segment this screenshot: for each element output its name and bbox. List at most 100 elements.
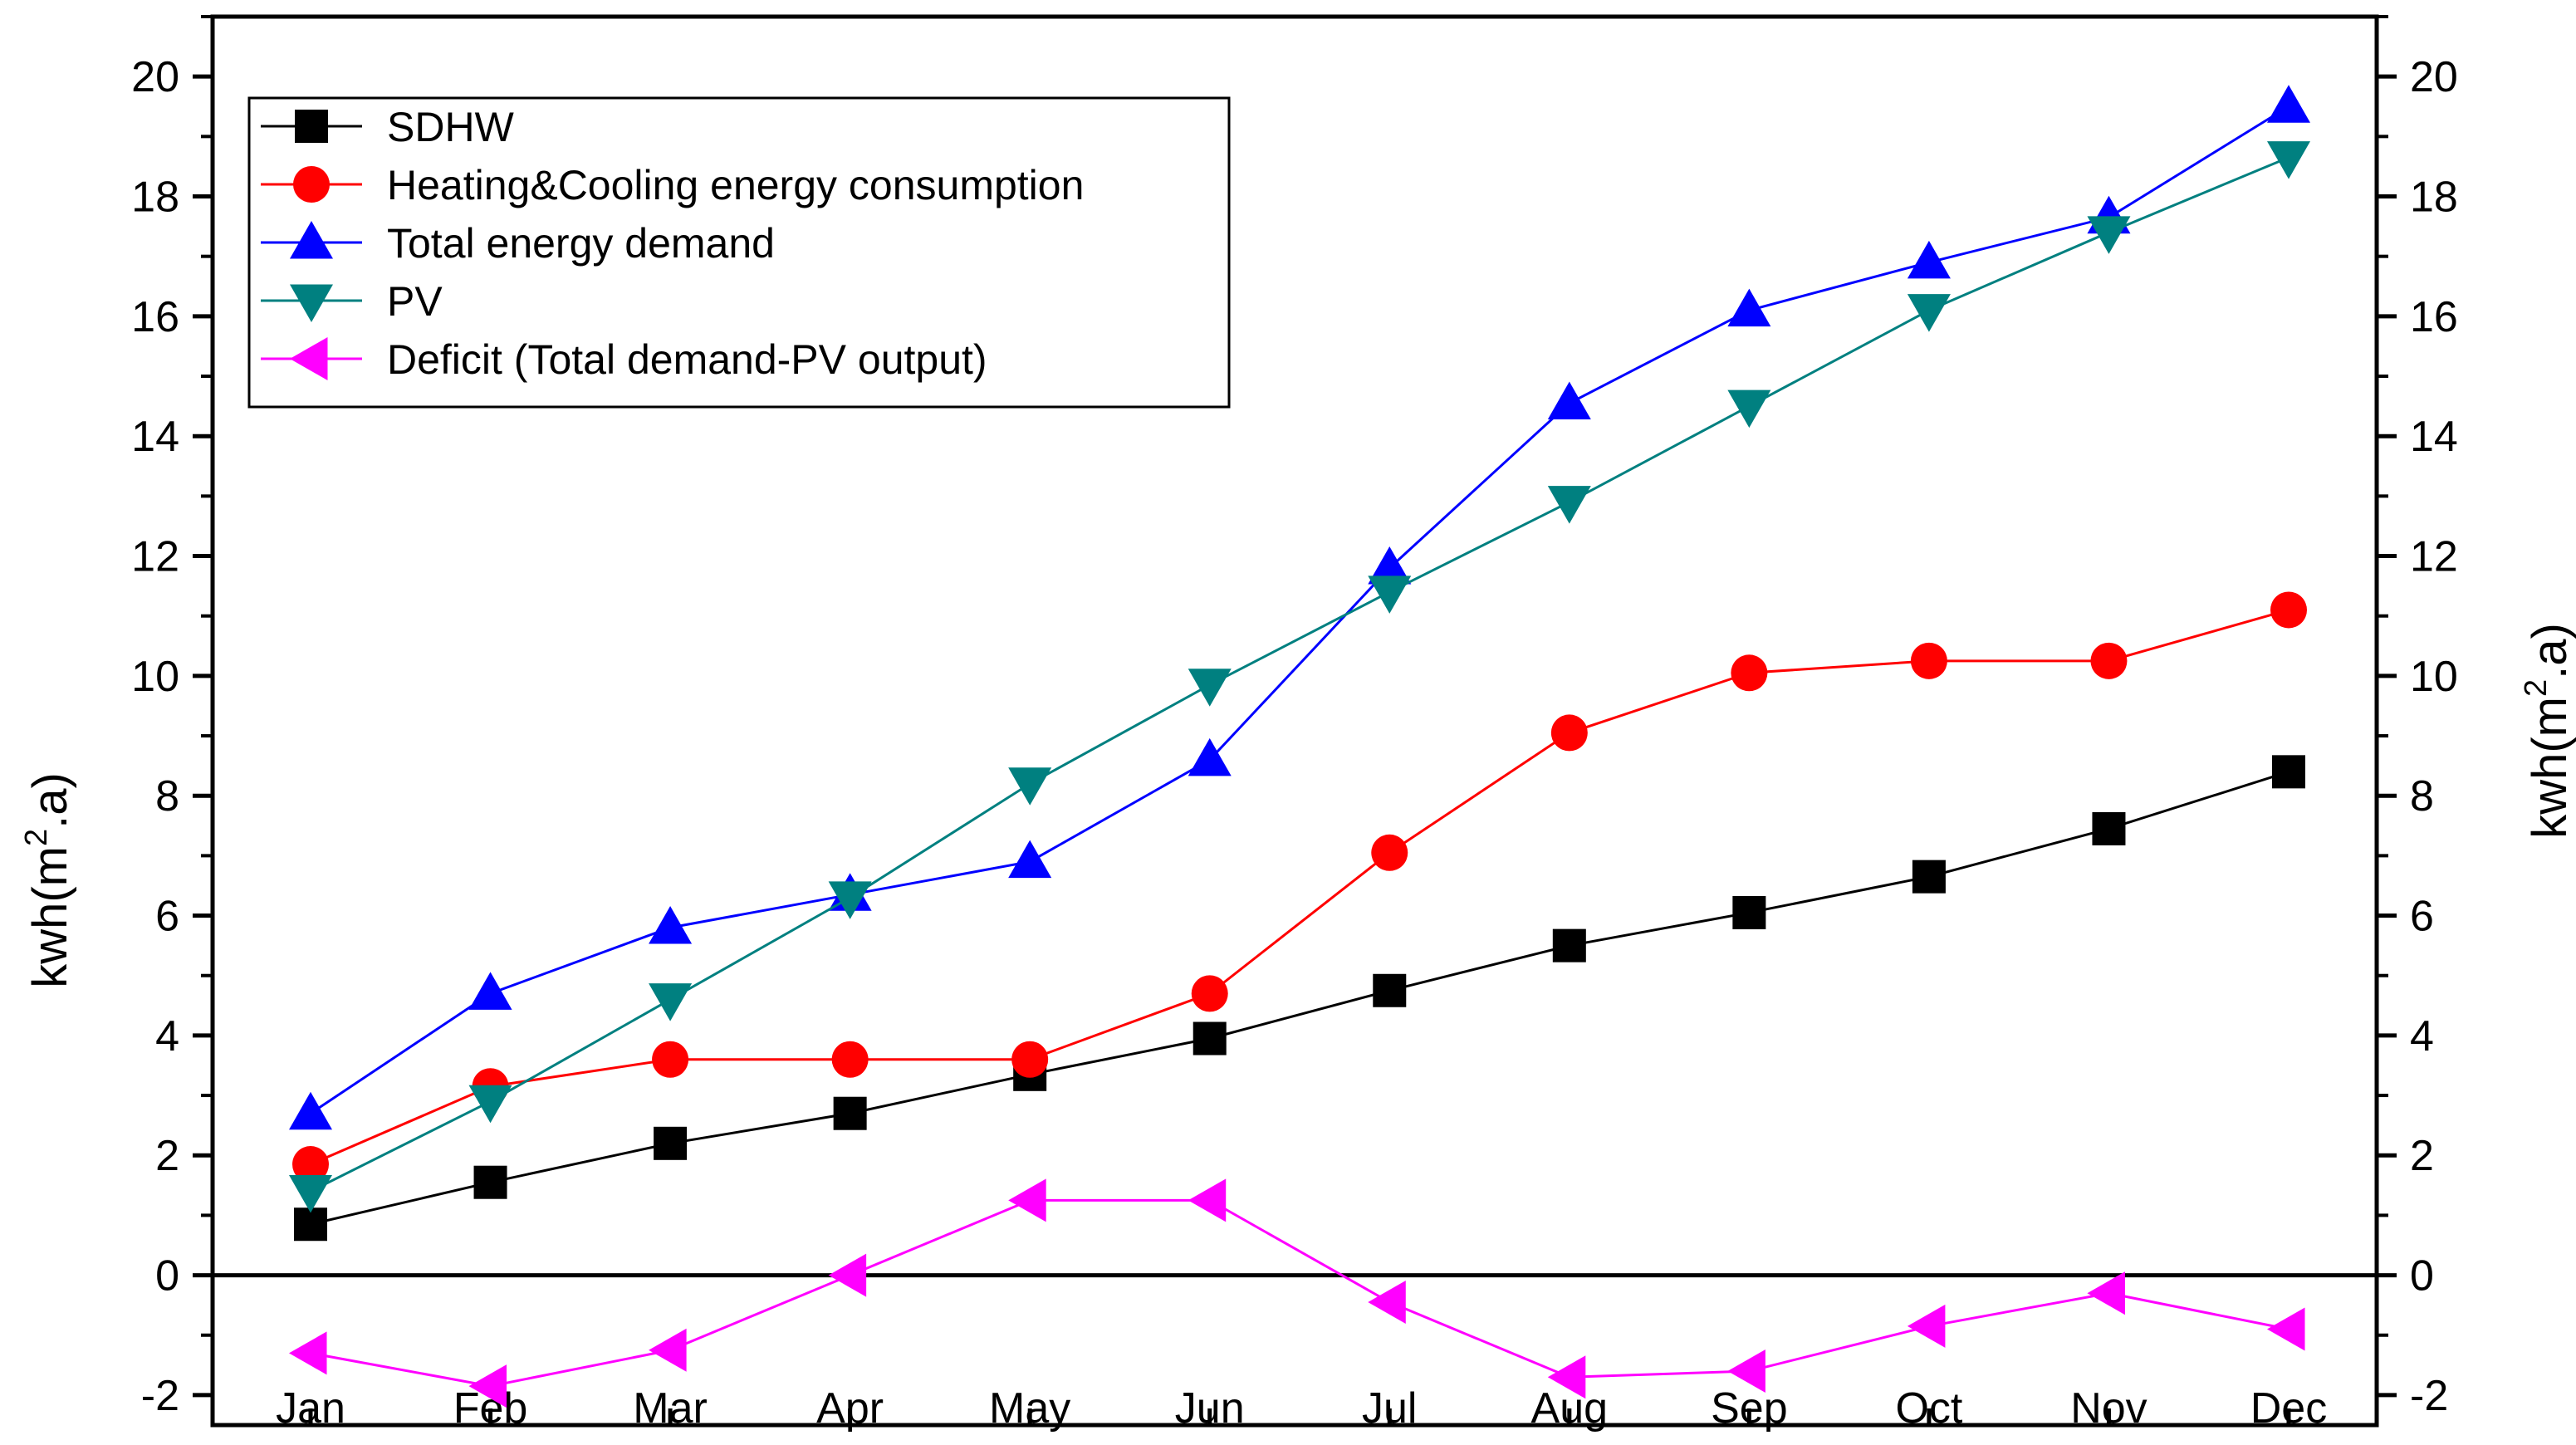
series-line-3 xyxy=(310,105,2290,1114)
data-point xyxy=(1368,546,1412,585)
legend-label: Total energy demand xyxy=(387,220,775,267)
data-point xyxy=(1188,1178,1227,1222)
y-tick-label-left: 18 xyxy=(131,174,179,222)
y-tick-label-left: 6 xyxy=(155,893,179,941)
x-tick-label: Sep xyxy=(1711,1384,1788,1433)
y-tick-label-right: 18 xyxy=(2410,174,2458,222)
data-point xyxy=(1907,240,1951,279)
data-point xyxy=(1907,294,1951,332)
y-tick-label-left: -2 xyxy=(141,1372,179,1420)
x-tick-label: Nov xyxy=(2070,1384,2147,1433)
legend-label: Heating&Cooling energy consumption xyxy=(387,162,1084,208)
data-point xyxy=(1912,860,1946,894)
data-point xyxy=(1552,928,1586,963)
x-tick-label: Mar xyxy=(633,1384,708,1433)
series-line-4 xyxy=(310,156,2290,1193)
y-tick-label-left: 10 xyxy=(131,653,179,701)
data-point xyxy=(468,1085,512,1124)
series-layer xyxy=(289,85,2310,1408)
data-point xyxy=(289,1091,332,1130)
y-tick-label-left: 14 xyxy=(131,413,179,461)
data-point xyxy=(2087,1271,2125,1315)
data-point xyxy=(1191,975,1228,1012)
data-point xyxy=(292,1146,329,1183)
y-tick-label-left: 12 xyxy=(131,533,179,581)
y-axis-title-left: kwh(m2.a) xyxy=(19,772,77,988)
x-tick-label: May xyxy=(989,1384,1070,1433)
x-tick-label: Jun xyxy=(1175,1384,1245,1433)
data-point xyxy=(1731,654,1768,692)
x-tick-label: Dec xyxy=(2250,1384,2327,1433)
data-point xyxy=(1008,767,1052,806)
x-tick-label: Jul xyxy=(1362,1384,1417,1433)
data-point xyxy=(2272,755,2305,789)
data-point xyxy=(2092,811,2126,845)
data-point xyxy=(828,881,872,919)
y-tick-label-right: 10 xyxy=(2410,653,2458,701)
data-point xyxy=(1011,1041,1049,1078)
data-point xyxy=(1907,1304,1946,1348)
data-point xyxy=(1371,834,1408,871)
data-point xyxy=(1727,1349,1765,1394)
data-point xyxy=(831,1041,869,1078)
data-point xyxy=(2270,591,2307,629)
y-tick-label-right: 8 xyxy=(2410,772,2434,820)
data-point xyxy=(294,1207,327,1242)
plot-frame xyxy=(210,14,2379,1428)
data-point xyxy=(652,1041,689,1078)
y-tick-label-right: 12 xyxy=(2410,533,2458,581)
x-tick-label: Jan xyxy=(276,1384,345,1433)
data-point xyxy=(1547,381,1591,419)
y-tick-label-right: 0 xyxy=(2410,1252,2434,1300)
data-point xyxy=(1368,1281,1406,1325)
y-tick-label-right: 20 xyxy=(2410,53,2458,101)
data-point xyxy=(2267,141,2310,179)
data-point xyxy=(468,972,512,1010)
y-tick-label-left: 2 xyxy=(155,1132,179,1180)
y-tick-label-right: 16 xyxy=(2410,293,2458,341)
series-line-5 xyxy=(310,1198,2290,1388)
data-point xyxy=(1547,486,1591,524)
data-point xyxy=(1008,1178,1046,1222)
data-point xyxy=(833,1096,867,1130)
y-tick-label-right: 2 xyxy=(2410,1132,2434,1180)
data-point xyxy=(1188,669,1232,707)
axis-layer: -2 -2 0 0 2 2 4 4 6 6 8 8 10 10 12 12 14 14 16 16 18 18 20 20 Ja… xyxy=(131,14,2458,1433)
data-point xyxy=(473,1165,507,1199)
data-point xyxy=(649,905,693,944)
data-point xyxy=(1188,737,1232,776)
data-point xyxy=(2267,85,2310,123)
y-tick-label-left: 16 xyxy=(131,293,179,341)
legend-swatch-marker xyxy=(295,110,328,143)
data-point xyxy=(1008,840,1052,879)
y-tick-label-left: 0 xyxy=(155,1252,179,1300)
data-point xyxy=(1727,288,1771,327)
data-point xyxy=(2267,1307,2305,1351)
x-tick-label: Oct xyxy=(1895,1384,1962,1433)
x-tick-label: Aug xyxy=(1531,1384,1609,1433)
data-point xyxy=(1373,973,1407,1007)
legend-label: Deficit (Total demand-PV output) xyxy=(387,336,987,383)
legend: SDHW Heating&Cooling energy consumption To… xyxy=(247,96,1231,409)
data-point xyxy=(654,1126,688,1160)
y-tick-label-left: 8 xyxy=(155,772,179,820)
data-point xyxy=(289,1175,332,1213)
y-tick-label-right: -2 xyxy=(2410,1372,2448,1420)
data-point xyxy=(1732,895,1766,929)
legend-label: PV xyxy=(387,278,443,325)
data-point xyxy=(649,1328,687,1372)
legend-swatch-marker xyxy=(290,337,328,380)
legend-box xyxy=(247,96,1231,409)
data-point xyxy=(1550,714,1588,752)
legend-swatch-marker xyxy=(290,221,333,259)
data-point xyxy=(1368,576,1412,614)
series-line-1 xyxy=(310,770,2290,1226)
data-point xyxy=(2090,642,2128,679)
y-tick-label-left: 20 xyxy=(131,53,179,101)
axis-labels: kwh(m2.a) kwh(m2.a) xyxy=(19,623,2576,988)
data-point xyxy=(1910,642,1947,679)
y-tick-label-right: 6 xyxy=(2410,893,2434,941)
x-tick-label: Apr xyxy=(816,1384,884,1433)
y-tick-label-right: 14 xyxy=(2410,413,2458,461)
